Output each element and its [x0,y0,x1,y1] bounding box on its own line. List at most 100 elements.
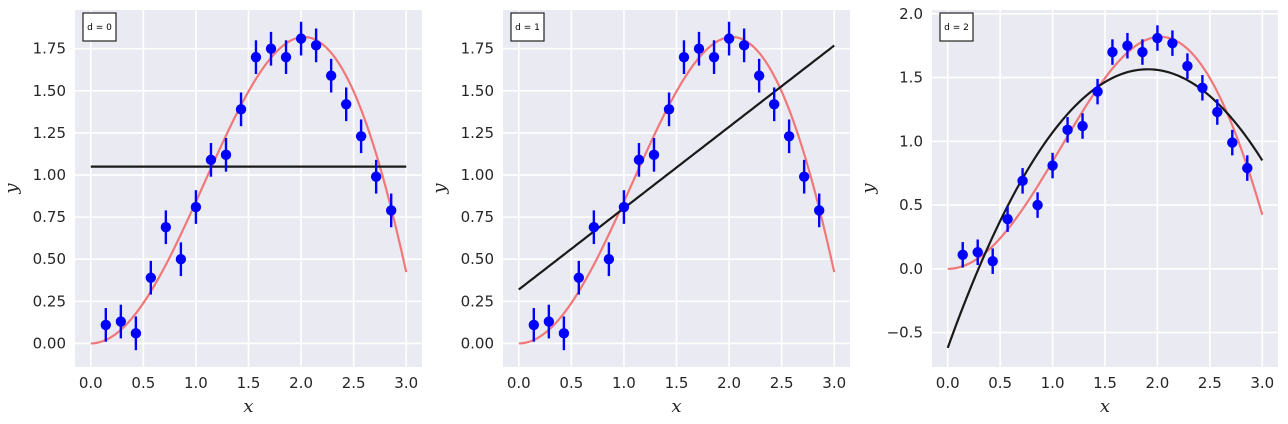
data-point [1062,124,1073,136]
degree-annotation: d = 1 [515,23,540,33]
y-tick-label: 0.00 [33,334,66,352]
data-point [693,43,705,54]
x-tick-label: 2.0 [289,374,313,392]
x-tick-label: 1.5 [1093,374,1117,392]
x-tick-label: 0.0 [936,374,960,392]
data-point [768,99,780,110]
data-point [385,205,397,216]
y-tick-label: 1.00 [33,166,66,184]
data-point [1002,213,1013,225]
fit-line [518,44,835,291]
x-tick-label: 3.0 [822,374,846,392]
data-point [310,40,322,51]
data-point [972,247,983,258]
y-tick-label: 1.50 [461,82,494,100]
x-tick-label: 2.5 [1198,374,1222,392]
data-point [145,272,157,283]
data-point [190,201,202,213]
y-axis-label: y [1,183,22,195]
data-point [588,222,600,233]
y-tick-label: 0.75 [461,208,494,226]
data-point [957,249,968,260]
data-point [1182,60,1193,72]
degree-annotation-box [939,12,974,42]
true-curve [947,35,1264,270]
data-point [1152,32,1163,44]
y-tick-label: 0.0 [899,260,923,278]
y-tick-label: 1.25 [461,124,494,142]
data-point [738,40,750,51]
data-point [1137,46,1148,58]
data-point [708,51,720,63]
plot-content [946,35,1264,349]
data-point [1212,106,1223,118]
data-point [280,51,292,63]
y-tick-label: 1.25 [33,124,66,142]
degree-annotation-box [510,12,545,42]
plot-content [518,35,836,345]
data-point [1227,137,1238,148]
x-tick-label: 1.5 [665,374,689,392]
x-tick-label: 3.0 [1250,374,1274,392]
y-tick-label: 0.25 [33,292,66,310]
degree-annotation-box [82,12,117,42]
data-point [723,33,735,44]
x-tick-label: 0.5 [131,374,155,392]
y-tick-label: 1.0 [899,132,923,150]
x-tick-label: 1.5 [237,374,261,392]
data-point [250,51,262,63]
y-tick-label: 1.00 [461,166,494,184]
data-point [325,70,337,81]
data-point [1032,199,1043,211]
y-tick-label: −0.5 [887,324,923,342]
degree-annotation: d = 0 [87,23,112,33]
data-point [115,316,127,327]
y-tick-label: 0.25 [461,292,494,310]
degree-annotation: d = 2 [944,23,969,33]
x-axis-label: x [1100,396,1110,417]
data-point [100,319,112,331]
data-point [1242,162,1253,174]
data-point [370,171,382,182]
data-point [987,255,998,267]
data-point [295,33,307,44]
data-point [130,328,142,339]
data-point [340,99,352,110]
subplot-d1: 0.0 0.5 1.0 1.5 2.0 2.5 3.0 0.00 0.25 0.50 0.75 1.0… [429,10,850,417]
data-point [678,51,690,63]
x-tick-label: 2.5 [342,374,366,392]
subplot-d0: 0.0 0.5 1.0 1.5 2.0 2.5 3.0 0.00 0.25 0.50 0.75 1.0… [1,10,422,417]
data-point [528,319,540,331]
data-point [813,205,825,216]
data-point [1017,175,1028,187]
y-tick-label: 0.50 [461,250,494,268]
x-tick-label: 1.0 [612,374,636,392]
y-tick-label: 0.75 [33,208,66,226]
x-axis-label: x [243,396,253,417]
true-curve [518,35,836,345]
data-point [633,154,645,166]
y-axis-label: y [429,183,450,195]
data-point [1107,46,1118,58]
data-point [1167,37,1178,49]
x-tick-label: 2.5 [770,374,794,392]
x-axis-label: x [671,396,681,417]
data-point [603,254,615,265]
y-tick-label: 1.50 [33,82,66,100]
x-tick-label: 0.0 [507,374,531,392]
data-point [663,104,675,115]
x-tick-label: 2.0 [1145,374,1169,392]
data-point [573,272,585,283]
data-point [220,149,232,161]
data-point [1197,82,1208,93]
data-point [1122,40,1133,51]
data-point [558,328,570,339]
y-tick-label: 0.00 [461,334,494,352]
data-point [1077,120,1088,132]
true-curve [90,35,408,345]
y-tick-label: 0.50 [33,250,66,268]
x-tick-label: 1.0 [184,374,208,392]
x-tick-label: 0.5 [559,374,583,392]
data-point [783,131,795,142]
